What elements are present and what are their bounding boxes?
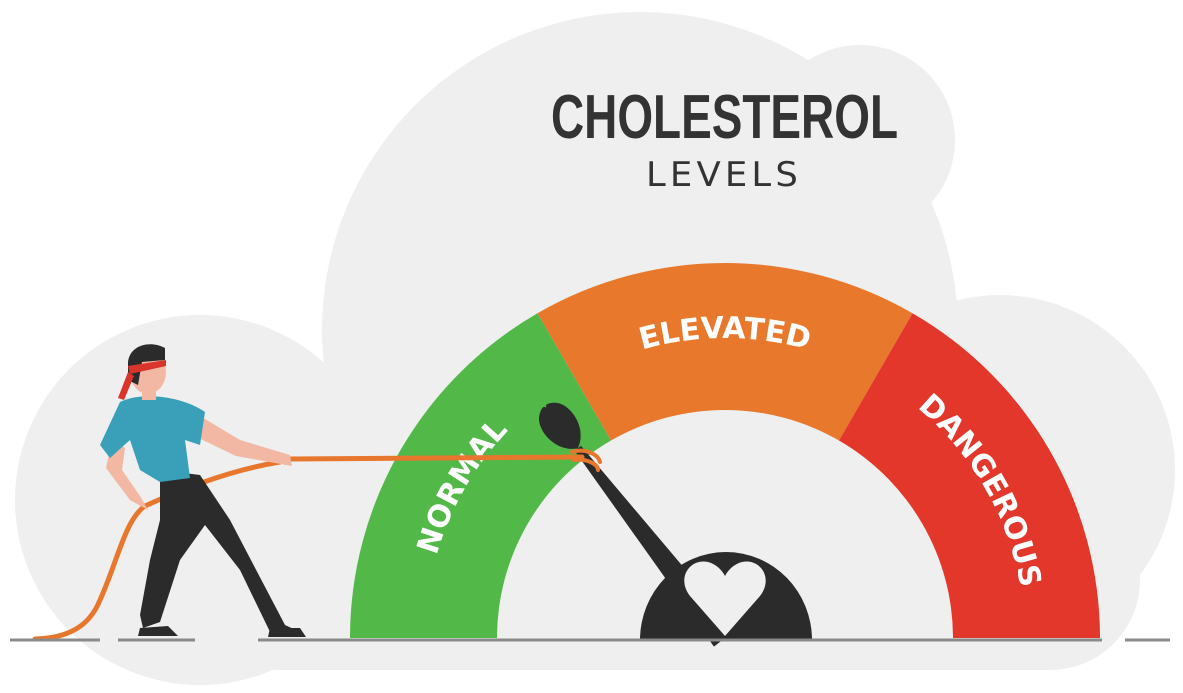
gauge-zone-normal <box>350 313 611 638</box>
heart-icon <box>684 561 766 636</box>
subtitle: LEVELS <box>646 155 802 195</box>
title: CHOLESTEROL <box>551 83 898 152</box>
person-pulling-rope <box>100 344 306 637</box>
gauge-zone-dangerous <box>839 313 1100 638</box>
gauge: NORMAL ELEVATED DANGEROUS <box>350 262 1100 638</box>
gauge-zone-elevated <box>537 262 913 441</box>
rope <box>32 448 602 642</box>
spade-tip-icon <box>538 402 581 449</box>
